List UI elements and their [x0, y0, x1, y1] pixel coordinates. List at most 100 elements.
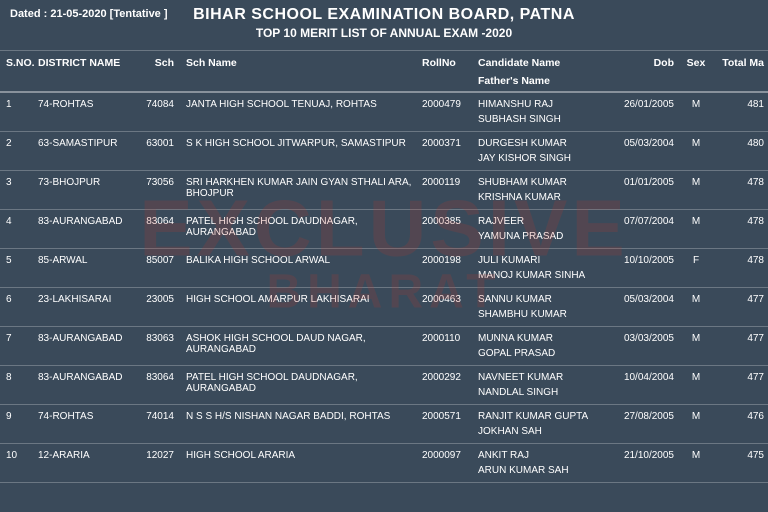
table-row: 585-ARWAL85007BALIKA HIGH SCHOOL ARWAL20… [0, 249, 768, 288]
cell-sex: M [678, 366, 714, 404]
cell-sch-name: BALIKA HIGH SCHOOL ARWAL [182, 249, 418, 287]
col-candidate: Candidate Name Father's Name [474, 51, 604, 91]
cell-dob: 10/10/2005 [604, 249, 678, 287]
cell-district: 83-AURANGABAD [34, 210, 134, 248]
cell-sch: 23005 [134, 288, 182, 326]
page-subtitle: TOP 10 MERIT LIST OF ANNUAL EXAM -2020 [0, 26, 768, 40]
table-row: 174-ROHTAS74084JANTA HIGH SCHOOL TENUAJ,… [0, 93, 768, 132]
merit-table: S.NO. DISTRICT NAME Sch Sch Name RollNo … [0, 50, 768, 483]
cell-sno: 7 [0, 327, 34, 365]
cell-sno: 2 [0, 132, 34, 170]
cell-sch: 83064 [134, 366, 182, 404]
cell-sch: 83063 [134, 327, 182, 365]
cell-father-name: SUBHASH SINGH [478, 114, 600, 125]
table-row: 974-ROHTAS74014N S S H/S NISHAN NAGAR BA… [0, 405, 768, 444]
table-row: 373-BHOJPUR73056SRI HARKHEN KUMAR JAIN G… [0, 171, 768, 210]
cell-sno: 8 [0, 366, 34, 404]
cell-district: 85-ARWAL [34, 249, 134, 287]
cell-sex: M [678, 327, 714, 365]
cell-sex: M [678, 405, 714, 443]
cell-candidate-name: RANJIT KUMAR GUPTA [478, 411, 588, 422]
cell-candidate: ANKIT RAJARUN KUMAR SAH [474, 444, 604, 482]
cell-rollno: 2000571 [418, 405, 474, 443]
cell-rollno: 2000198 [418, 249, 474, 287]
cell-district: 74-ROHTAS [34, 93, 134, 131]
cell-marks: 477 [714, 327, 768, 365]
cell-marks: 476 [714, 405, 768, 443]
cell-sno: 5 [0, 249, 34, 287]
cell-sch: 83064 [134, 210, 182, 248]
cell-candidate: SHUBHAM KUMARKRISHNA KUMAR [474, 171, 604, 209]
cell-sex: M [678, 93, 714, 131]
cell-rollno: 2000110 [418, 327, 474, 365]
cell-sex: M [678, 171, 714, 209]
cell-sex: M [678, 210, 714, 248]
cell-sno: 1 [0, 93, 34, 131]
cell-dob: 05/03/2004 [604, 132, 678, 170]
cell-dob: 10/04/2004 [604, 366, 678, 404]
cell-sch: 12027 [134, 444, 182, 482]
cell-sch-name: JANTA HIGH SCHOOL TENUAJ, ROHTAS [182, 93, 418, 131]
cell-candidate-name: SHUBHAM KUMAR [478, 177, 567, 188]
cell-father-name: NANDLAL SINGH [478, 387, 600, 398]
date-line: Dated : 21-05-2020 [Tentative ] [10, 8, 168, 20]
table-row: 483-AURANGABAD83064PATEL HIGH SCHOOL DAU… [0, 210, 768, 249]
cell-marks: 478 [714, 171, 768, 209]
cell-rollno: 2000292 [418, 366, 474, 404]
col-father-label: Father's Name [478, 75, 600, 87]
col-dob: Dob [604, 51, 678, 91]
cell-district: 12-ARARIA [34, 444, 134, 482]
cell-sch: 63001 [134, 132, 182, 170]
cell-father-name: GOPAL PRASAD [478, 348, 600, 359]
table-row: 623-LAKHISARAI23005HIGH SCHOOL AMARPUR L… [0, 288, 768, 327]
cell-candidate: JULI KUMARI MANOJ KUMAR SINHA [474, 249, 604, 287]
cell-rollno: 2000097 [418, 444, 474, 482]
cell-marks: 480 [714, 132, 768, 170]
cell-candidate-name: SANNU KUMAR [478, 294, 552, 305]
cell-candidate-name: RAJVEER [478, 216, 524, 227]
cell-father-name: ARUN KUMAR SAH [478, 465, 600, 476]
cell-candidate-name: HIMANSHU RAJ [478, 99, 553, 110]
cell-marks: 475 [714, 444, 768, 482]
cell-father-name: YAMUNA PRASAD [478, 231, 600, 242]
col-district: DISTRICT NAME [34, 51, 134, 91]
cell-rollno: 2000371 [418, 132, 474, 170]
cell-marks: 477 [714, 288, 768, 326]
col-sch: Sch [134, 51, 182, 91]
col-sex: Sex [678, 51, 714, 91]
cell-dob: 01/01/2005 [604, 171, 678, 209]
col-rollno: RollNo [418, 51, 474, 91]
cell-father-name: MANOJ KUMAR SINHA [478, 270, 600, 281]
cell-district: 73-BHOJPUR [34, 171, 134, 209]
cell-dob: 21/10/2005 [604, 444, 678, 482]
cell-candidate: RAJVEER YAMUNA PRASAD [474, 210, 604, 248]
cell-sno: 6 [0, 288, 34, 326]
cell-marks: 478 [714, 210, 768, 248]
cell-sno: 10 [0, 444, 34, 482]
cell-sch: 74084 [134, 93, 182, 131]
cell-district: 83-AURANGABAD [34, 366, 134, 404]
cell-marks: 477 [714, 366, 768, 404]
cell-candidate: RANJIT KUMAR GUPTA JOKHAN SAH [474, 405, 604, 443]
table-body: 174-ROHTAS74084JANTA HIGH SCHOOL TENUAJ,… [0, 93, 768, 483]
page: Dated : 21-05-2020 [Tentative ] BIHAR SC… [0, 0, 768, 512]
table-row: 263-SAMASTIPUR63001S K HIGH SCHOOL JITWA… [0, 132, 768, 171]
cell-sch-name: ASHOK HIGH SCHOOL DAUD NAGAR, AURANGABAD [182, 327, 418, 365]
cell-sex: F [678, 249, 714, 287]
cell-candidate-name: NAVNEET KUMAR [478, 372, 563, 383]
cell-dob: 05/03/2004 [604, 288, 678, 326]
cell-sno: 3 [0, 171, 34, 209]
cell-candidate-name: JULI KUMARI [478, 255, 540, 266]
col-marks: Total Ma [714, 51, 768, 91]
cell-candidate: SANNU KUMARSHAMBHU KUMAR [474, 288, 604, 326]
table-row: 883-AURANGABAD83064PATEL HIGH SCHOOL DAU… [0, 366, 768, 405]
table-row: 1012-ARARIA12027HIGH SCHOOL ARARIA200009… [0, 444, 768, 483]
cell-candidate: MUNNA KUMARGOPAL PRASAD [474, 327, 604, 365]
cell-rollno: 2000463 [418, 288, 474, 326]
cell-father-name: JOKHAN SAH [478, 426, 600, 437]
cell-rollno: 2000479 [418, 93, 474, 131]
cell-dob: 27/08/2005 [604, 405, 678, 443]
cell-marks: 481 [714, 93, 768, 131]
cell-sch: 85007 [134, 249, 182, 287]
cell-rollno: 2000385 [418, 210, 474, 248]
